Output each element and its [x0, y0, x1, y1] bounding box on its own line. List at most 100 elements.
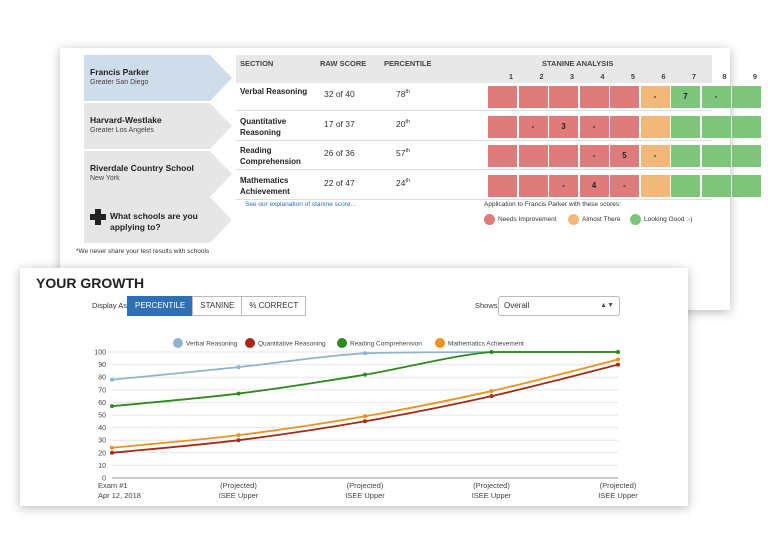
percentile-suffix: th [405, 177, 411, 184]
privacy-note: *We never share your test results with s… [76, 248, 210, 255]
stanine-cell: 7 [671, 86, 700, 108]
x-tick-label: ISEE Upper [219, 491, 259, 500]
stanine-number: 6 [661, 72, 666, 81]
stanine-number: 1 [508, 72, 514, 81]
table-row: Mathematics Achievement 22 of 47 24th -4- [236, 172, 761, 200]
stanine-cell: 3 [549, 115, 578, 138]
x-tick-label: Exam #1 [98, 481, 128, 490]
data-point [616, 362, 620, 367]
stanine-cell [579, 86, 609, 108]
y-tick-label: 60 [98, 400, 106, 407]
table-row: Verbal Reasoning 32 of 40 78th -7- [236, 83, 761, 111]
data-point [236, 365, 241, 370]
percentile-number: 20 [396, 118, 406, 129]
data-point [110, 404, 114, 409]
percentile-value: 78th [396, 89, 410, 99]
section-label: Mathematics Achievement [240, 175, 290, 196]
stanine-cell: - [579, 145, 609, 167]
y-tick-label: 100 [94, 350, 106, 357]
stanine-cell [518, 145, 548, 167]
raw-score: 22 of 47 [324, 177, 355, 188]
percentile-number: 57 [396, 148, 406, 158]
stanine-number: 7 [691, 72, 697, 81]
stanine-cell [671, 115, 700, 138]
y-tick-label: 30 [98, 438, 106, 445]
x-tick-label: Apr 12, 2018 [98, 491, 141, 500]
percentile-suffix: th [405, 148, 411, 155]
updown-arrow-icon: ▲▼ [600, 302, 614, 309]
legend-looking-good: Looking Good :-) [630, 214, 692, 225]
shows-select[interactable]: Overall ▲▼ [498, 296, 620, 316]
stanine-cell: - [640, 86, 670, 108]
percentile-toggle-button[interactable]: PERCENTILE [127, 296, 194, 316]
stanine-cell: - [610, 174, 639, 197]
y-tick-label: 20 [98, 450, 106, 457]
y-tick-label: 80 [98, 375, 106, 382]
legend-series-label: Verbal Reasoning [186, 341, 238, 348]
data-point [236, 391, 241, 396]
stanine-cell [701, 145, 731, 167]
series-line [111, 363, 619, 454]
stanine-cell [732, 145, 761, 167]
stanine-number: 8 [722, 72, 727, 81]
raw-score: 32 of 40 [324, 89, 355, 99]
stanine-cell [488, 174, 517, 197]
data-point [489, 389, 494, 394]
table-row: Quantitative Reasoning 17 of 37 20th -3- [236, 113, 761, 141]
add-school-button[interactable]: What schools are you applying to? [84, 197, 232, 243]
stanine-cell [732, 115, 761, 138]
stanine-cell [610, 86, 639, 108]
legend-marker [435, 338, 445, 348]
school-name: Riverdale Country School [90, 163, 194, 173]
section-label: Verbal Reasoning [240, 87, 308, 96]
legend-marker [337, 338, 347, 348]
header-stanine-analysis: STANINE ANALYSIS [542, 59, 614, 68]
stanine-cell [640, 174, 670, 197]
percentile-value: 20th [396, 119, 410, 129]
y-tick-label: 40 [98, 425, 106, 432]
table-header: SECTION RAW SCORE PERCENTILE STANINE ANA… [236, 55, 757, 83]
legend-dot [630, 214, 641, 225]
data-point [363, 419, 367, 424]
stanine-cell: - [579, 115, 609, 138]
legend-needs-improvement: Needs Improvement [484, 214, 557, 225]
stanine-number: 5 [630, 72, 636, 81]
data-point [616, 350, 620, 354]
growth-title: YOUR GROWTH [36, 275, 145, 291]
school-location: Greater San Diego [90, 79, 149, 86]
percentile-value: 24th [396, 178, 410, 188]
stanine-explanation-link[interactable]: See our explanation of stanine score... [245, 201, 356, 208]
percentile-suffix: th [405, 118, 411, 125]
school-location: New York [90, 175, 120, 182]
percent-correct-toggle-button[interactable]: % CORRECT [241, 296, 307, 316]
school-tab-francis-parker[interactable]: Francis Parker Greater San Diego [84, 55, 232, 101]
y-tick-label: 50 [98, 413, 106, 420]
plus-icon [90, 209, 106, 225]
data-point [489, 350, 494, 354]
stanine-number: 4 [600, 72, 605, 81]
stanine-cell [701, 174, 731, 197]
stanine-cell [549, 145, 578, 167]
stanine-cell: 4 [579, 174, 609, 197]
stanine-cell [518, 174, 548, 197]
data-point [363, 372, 367, 377]
y-tick-label: 70 [98, 387, 106, 394]
legend-marker [173, 338, 183, 348]
section-label: Quantitative Reasoning [240, 116, 287, 137]
shows-label: Shows: [475, 301, 500, 310]
school-tab-harvard-westlake[interactable]: Harvard-Westlake Greater Los Angeles [84, 103, 232, 149]
school-name: Francis Parker [90, 67, 150, 77]
x-tick-label: (Projected) [220, 481, 257, 490]
section-label: Reading Comprehension [240, 146, 301, 166]
data-point [363, 351, 367, 356]
stanine-number: 2 [539, 72, 544, 81]
school-tab-riverdale[interactable]: Riverdale Country School New York [84, 151, 232, 197]
school-location: Greater Los Angeles [90, 127, 154, 134]
header-section: SECTION [240, 59, 274, 68]
stanine-cell [518, 86, 548, 108]
y-tick-label: 0 [102, 476, 106, 483]
x-tick-label: ISEE Upper [345, 491, 385, 500]
x-tick-label: ISEE Upper [598, 491, 638, 500]
display-as-label: Display As: [92, 301, 130, 310]
